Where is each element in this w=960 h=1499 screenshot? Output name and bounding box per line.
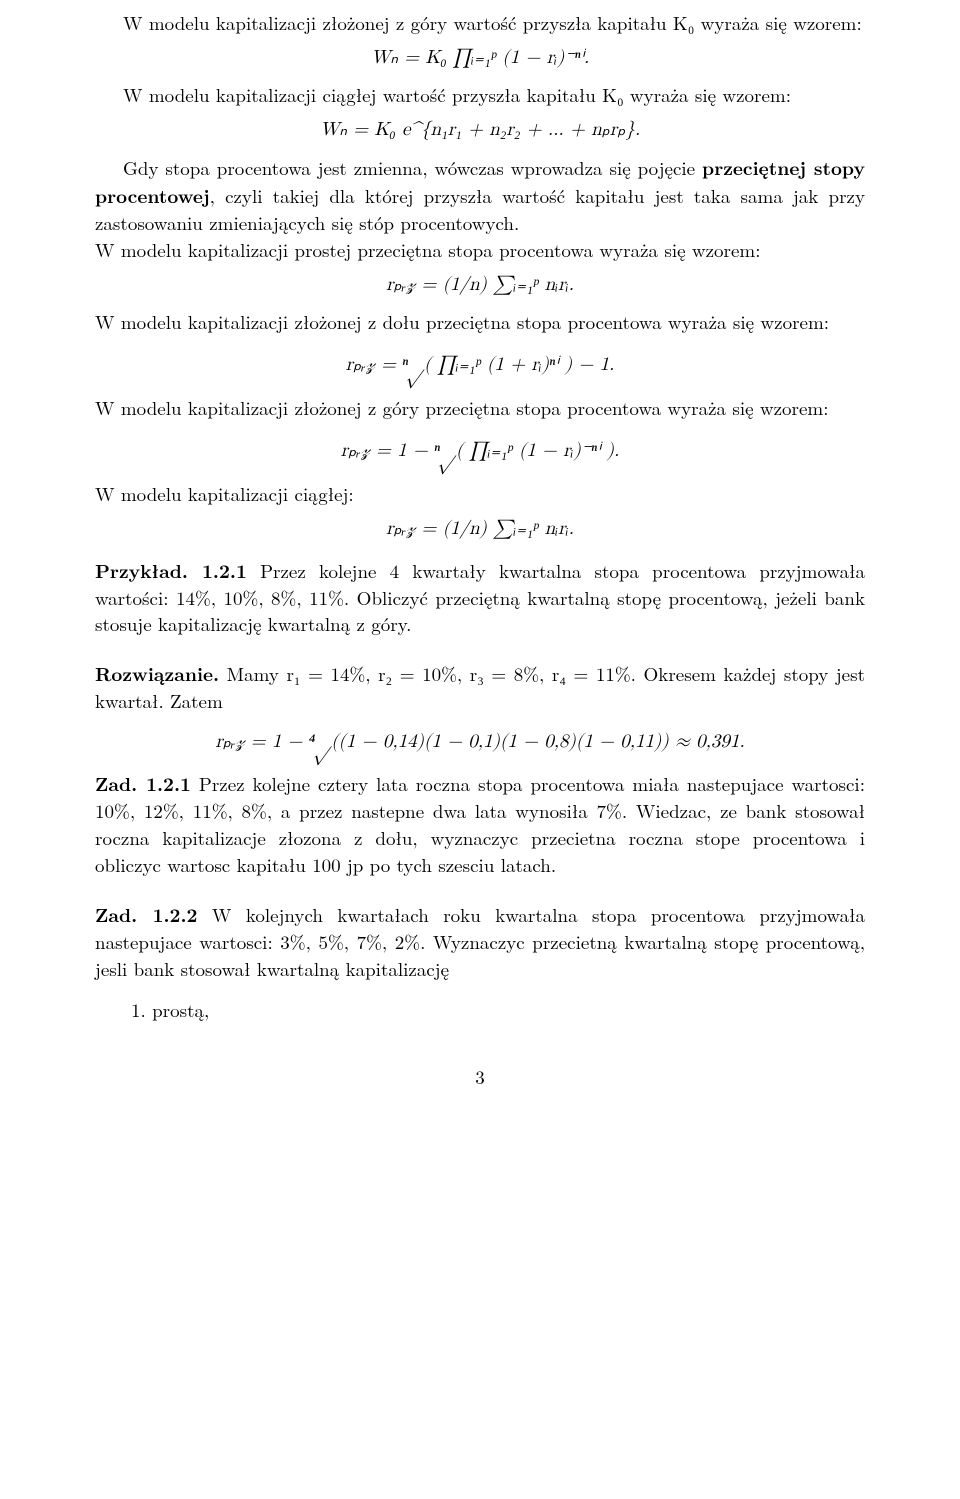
formula-text: rₚᵣ𝓏 = 1 − ⁿ√( ∏ᵢ₌₁ᵖ (1 − rᵢ)⁻ⁿⁱ ). xyxy=(341,441,620,460)
example-label: Przykład. 1.2.1 xyxy=(95,556,247,584)
list-item: 1. prostą, xyxy=(131,997,865,1024)
formula: rₚᵣ𝓏 = (1/n) ∑ᵢ₌₁ᵖ nᵢrᵢ. xyxy=(95,272,865,299)
formula: rₚᵣ𝓏 = 1 − ⁿ√( ∏ᵢ₌₁ᵖ (1 − rᵢ)⁻ⁿⁱ ). xyxy=(95,438,865,465)
document-page: W modelu kapitalizacji złożonej z góry w… xyxy=(0,0,960,1499)
formula: rₚᵣ𝓏 = ⁿ√( ∏ᵢ₌₁ᵖ (1 + rᵢ)ⁿⁱ ) − 1. xyxy=(95,352,865,379)
paragraph: W modelu kapitalizacji prostej przeciętn… xyxy=(95,237,865,264)
para-text: W modelu kapitalizacji ciągłej: xyxy=(95,480,354,507)
formula-text: rₚᵣ𝓏 = (1/n) ∑ᵢ₌₁ᵖ nᵢrᵢ. xyxy=(386,519,574,538)
example-block: Przykład. 1.2.1 Przez kolejne 4 kwartały… xyxy=(95,557,865,639)
solution-label: Rozwiązanie. xyxy=(95,659,219,687)
paragraph: W modelu kapitalizacji ciągłej: xyxy=(95,481,865,508)
exercise-block: Zad. 1.2.2 W kolejnych kwartałach roku k… xyxy=(95,901,865,983)
para-text: W modelu kapitalizacji złożonej z góry p… xyxy=(95,394,829,421)
para-text: W modelu kapitalizacji prostej przeciętn… xyxy=(95,236,761,263)
paragraph: W modelu kapitalizacji ciągłej wartość p… xyxy=(95,82,865,109)
para-text: W modelu kapitalizacji ciągłej wartość p… xyxy=(123,81,791,108)
solution-block: Rozwiązanie. Mamy r₁ = 14%, r₂ = 10%, r₃… xyxy=(95,660,865,715)
exercise-label: Zad. 1.2.1 xyxy=(95,769,191,797)
formula: Wₙ = K₀ ∏ᵢ₌₁ᵖ (1 − rᵢ)⁻ⁿⁱ. xyxy=(95,45,865,72)
para-text: Gdy stopa procentowa jest zmienna, wówcz… xyxy=(123,154,702,181)
formula: Wₙ = K₀ e^{n₁r₁ + n₂r₂ + … + nₚrₚ}. xyxy=(95,117,865,144)
page-number: 3 xyxy=(95,1064,865,1091)
para-text: , czyli takiej dla której przyszła warto… xyxy=(95,182,865,236)
formula-text: Wₙ = K₀ e^{n₁r₁ + n₂r₂ + … + nₚrₚ}. xyxy=(320,120,640,139)
formula-text: rₚᵣ𝓏 = 1 − ⁴√((1 − 0,14)(1 − 0,1)(1 − 0,… xyxy=(215,732,744,751)
formula-text: rₚᵣ𝓏 = ⁿ√( ∏ᵢ₌₁ᵖ (1 + rᵢ)ⁿⁱ ) − 1. xyxy=(346,355,615,374)
para-text: W modelu kapitalizacji złożonej z góry w… xyxy=(123,9,862,36)
formula-text: Wₙ = K₀ ∏ᵢ₌₁ᵖ (1 − rᵢ)⁻ⁿⁱ. xyxy=(371,48,589,67)
exercise-block: Zad. 1.2.1 Przez kolejne cztery lata roc… xyxy=(95,770,865,879)
formula: rₚᵣ𝓏 = 1 − ⁴√((1 − 0,14)(1 − 0,1)(1 − 0,… xyxy=(95,729,865,756)
formula: rₚᵣ𝓏 = (1/n) ∑ᵢ₌₁ᵖ nᵢrᵢ. xyxy=(95,516,865,543)
paragraph: W modelu kapitalizacji złożonej z góry p… xyxy=(95,395,865,422)
exercise-text: Przez kolejne cztery lata roczna stopa p… xyxy=(95,770,865,878)
para-text: W modelu kapitalizacji złożonej z dołu p… xyxy=(95,308,829,335)
formula-text: rₚᵣ𝓏 = (1/n) ∑ᵢ₌₁ᵖ nᵢrᵢ. xyxy=(386,275,574,294)
exercise-text: W kolejnych kwartałach roku kwartalna st… xyxy=(95,901,865,982)
paragraph: W modelu kapitalizacji złożonej z dołu p… xyxy=(95,309,865,336)
paragraph: Gdy stopa procentowa jest zmienna, wówcz… xyxy=(95,154,865,237)
exercise-label: Zad. 1.2.2 xyxy=(95,900,197,928)
paragraph: W modelu kapitalizacji złożonej z góry w… xyxy=(95,10,865,37)
list-item-text: 1. prostą, xyxy=(131,996,209,1023)
